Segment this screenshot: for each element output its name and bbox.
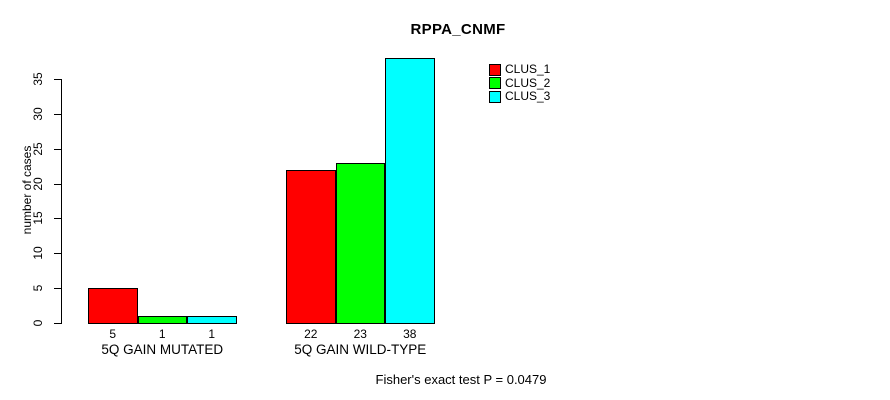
y-tick-mark [54,79,61,80]
legend-item: CLUS_1 [489,63,550,76]
chart-title: RPPA_CNMF [410,21,506,38]
y-tick-mark [54,148,61,150]
y-tick-label: 25 [31,142,45,156]
y-tick-mark [54,218,61,220]
y-tick-mark [54,183,61,185]
y-tick-label: 5 [31,284,45,292]
y-tick-label: 10 [31,246,45,260]
y-tick-mark [54,253,61,255]
bar-value-label: 5 [109,327,117,341]
bar-value-label: 1 [208,327,216,341]
y-tick-label: 35 [31,72,45,86]
bar-value-label: 22 [304,327,318,341]
bar-value-label: 38 [403,327,417,341]
category-label: 5Q GAIN WILD-TYPE [294,342,427,357]
y-tick-mark [54,113,61,115]
y-tick-mark [54,288,61,290]
y-tick-mark [54,323,61,324]
annotation-text: Fisher's exact test P = 0.0479 [375,372,547,387]
legend-color-swatch [489,77,501,89]
legend-color-swatch [489,63,501,76]
y-axis-line [61,79,62,324]
bar-clus_3-group2 [385,58,435,324]
bar-clus_2-group1 [137,316,187,324]
bar-clus_3-group1 [187,316,237,324]
legend-item: CLUS_3 [489,90,550,103]
category-label: 5Q GAIN MUTATED [101,342,224,357]
y-tick-label: 30 [31,107,45,121]
bar-clus_1-group1 [88,288,138,324]
legend-item: CLUS_2 [489,75,551,90]
y-tick-label: 20 [31,176,45,191]
legend-label: CLUS_1 [505,62,551,76]
y-tick-label: 15 [31,211,45,226]
legend-label: CLUS_2 [505,75,551,90]
bar-clus_1-group2 [286,169,336,324]
bar-value-label: 23 [353,327,367,341]
legend-label: CLUS_3 [505,89,551,103]
bar-clus_2-group2 [335,162,385,324]
y-tick-label: 0 [31,319,45,327]
legend-color-swatch [489,90,501,103]
bar-value-label: 1 [158,327,166,341]
